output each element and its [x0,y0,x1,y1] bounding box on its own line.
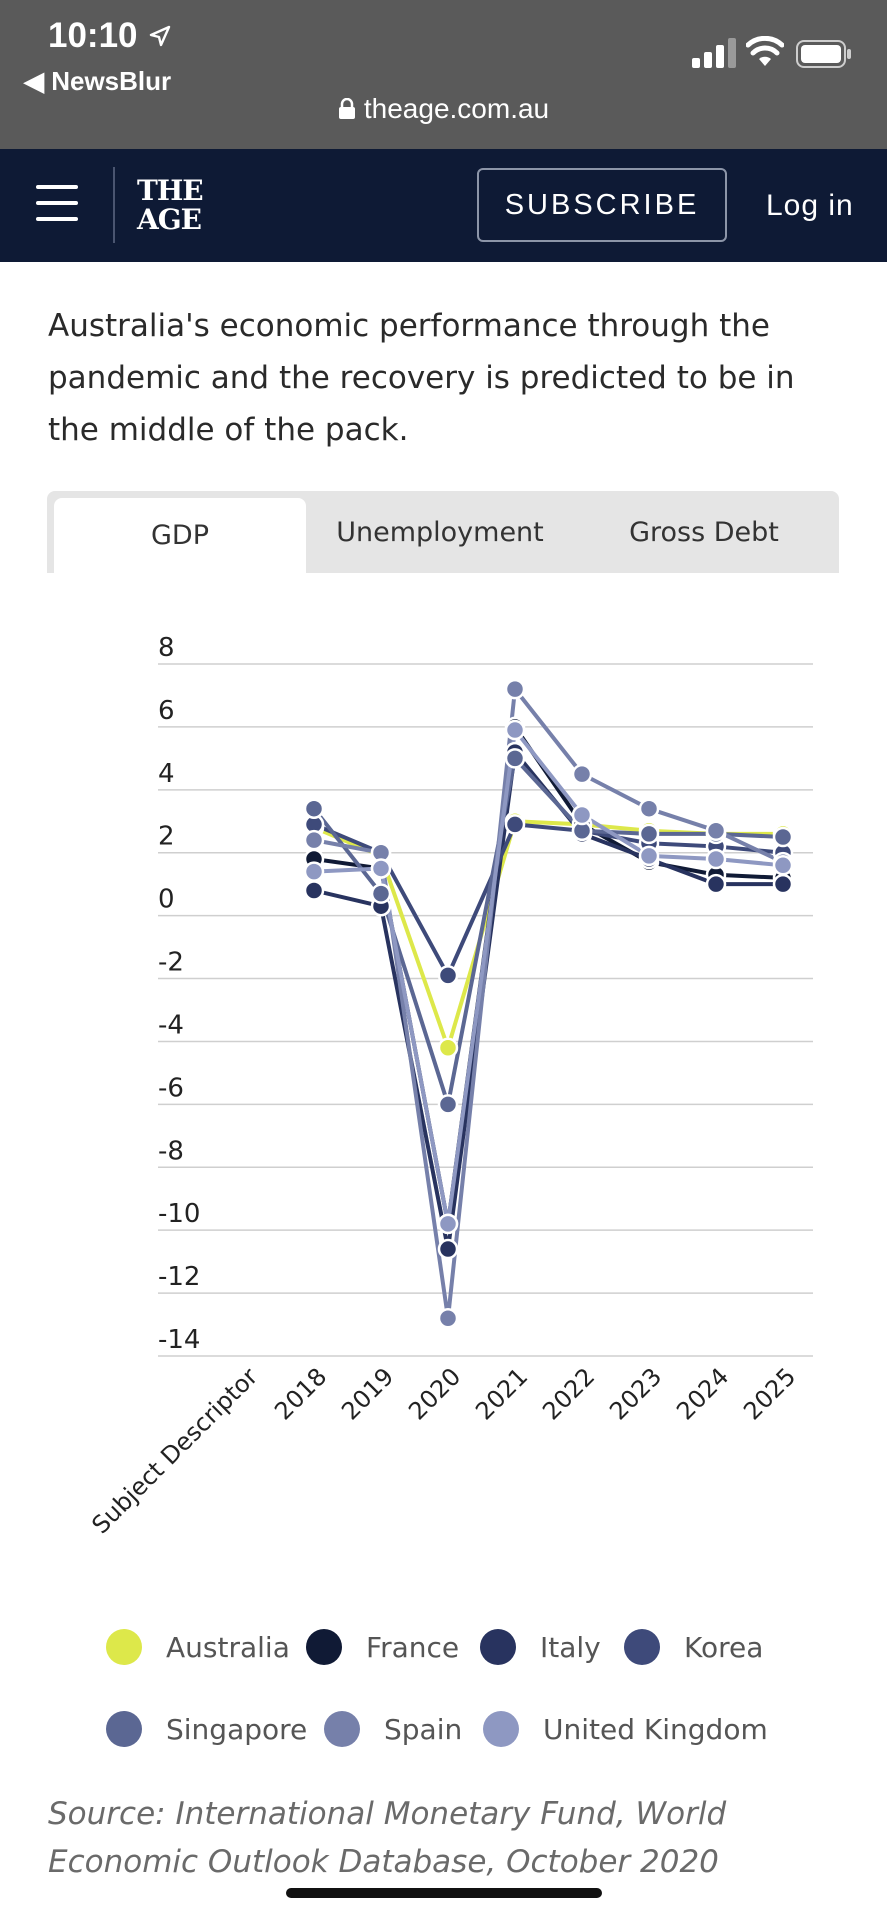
hamburger-menu-icon[interactable] [36,185,78,227]
legend-item-spain[interactable]: Spain [324,1709,462,1749]
legend-swatch [480,1629,516,1665]
source-note: Source: International Monetary Fund, Wor… [48,1796,727,1880]
tab-unemployment[interactable]: Unemployment [336,516,544,548]
data-point-united-kingdom [370,858,392,879]
series-line-united-kingdom [313,728,784,1226]
legend-item-korea[interactable]: Korea [624,1627,763,1667]
intro-paragraph: Australia's economic performance through… [48,308,795,448]
legend-label: Italy [540,1630,601,1664]
legend-item-australia[interactable]: Australia [106,1627,290,1667]
legend-label: France [366,1630,460,1664]
data-point-singapore [504,748,526,769]
x-tick-label: Subject Descriptor [86,1362,263,1539]
series-line-korea [313,822,784,978]
data-point-united-kingdom [504,719,526,741]
legend-swatch [324,1711,360,1747]
data-point-singapore [772,826,794,848]
legend-label: Singapore [166,1712,308,1746]
data-point-korea [504,814,526,835]
y-tick-label: -4 [158,1010,184,1040]
gdp-line-chart: 8 6 4 2 0 -2 -4 -6 -8 -10 -12 -14 Subject Descriptor… [86,633,813,1539]
legend-swatch [106,1629,142,1665]
legend-swatch [624,1629,660,1665]
data-point-spain [705,820,727,841]
cellular-signal-icon [692,38,736,68]
data-point-united-kingdom [303,861,325,882]
data-point-united-kingdom [437,1213,459,1235]
legend-label: Australia [166,1630,290,1664]
header-divider [113,167,115,243]
legend-item-united-kingdom[interactable]: United Kingdom [483,1709,768,1749]
back-to-app-link[interactable]: ◀ NewsBlur [24,66,172,96]
data-point-united-kingdom [571,804,593,826]
data-point-singapore [303,798,325,819]
y-tick-label: -12 [158,1262,200,1292]
login-link[interactable]: Log in [766,189,854,222]
site-header: THE AGE SUBSCRIBE Log in [0,149,887,262]
clock: 10:10 [48,16,138,55]
data-point-spain [303,829,325,851]
battery-icon [796,40,851,68]
tab-gross-debt[interactable]: Gross Debt [629,516,779,548]
y-tick-label: -14 [158,1325,200,1355]
home-indicator[interactable] [286,1888,602,1898]
y-tick-label: 8 [158,633,175,663]
y-tick-label: 6 [158,696,175,726]
x-tick-label: 2021 [470,1362,533,1425]
data-point-singapore [638,823,660,845]
legend-swatch [483,1711,519,1747]
subscribe-button[interactable]: SUBSCRIBE [477,168,727,242]
status-bar: 10:10 ◀ NewsBlur theage.com.au [0,0,887,149]
the-age-logo[interactable]: THE AGE [137,174,204,236]
location-arrow-icon [149,25,171,47]
data-point-united-kingdom [638,845,660,867]
data-point-italy [303,880,325,901]
wifi-icon [746,36,784,66]
y-tick-label: -2 [158,948,184,978]
legend-swatch [306,1629,342,1665]
legend-label: Korea [684,1630,764,1664]
logo-line-2: AGE [137,203,202,236]
lock-icon [338,97,355,119]
y-tick-label: 4 [158,759,175,789]
logo-line-1: THE [137,174,204,207]
x-tick-label: 2022 [537,1362,600,1425]
y-tick-label: -8 [158,1136,184,1166]
legend-label: Spain [384,1712,463,1746]
data-point-italy [705,873,727,895]
y-tick-label: -6 [158,1073,184,1103]
data-point-italy [437,1238,459,1260]
x-tick-label: 2020 [403,1362,466,1425]
legend-item-france[interactable]: France [306,1627,459,1667]
address-bar[interactable]: theage.com.au [0,93,887,125]
data-point-spain [437,1308,459,1329]
legend-label: United Kingdom [543,1712,768,1746]
data-point-italy [772,873,794,895]
data-point-korea [437,965,459,986]
y-tick-label: -10 [158,1199,200,1229]
series-line-france [313,724,784,1226]
tab-gdp[interactable]: GDP [54,498,306,573]
data-point-united-kingdom [705,848,727,870]
x-tick-label: 2023 [604,1362,667,1425]
x-tick-label: 2025 [738,1362,801,1425]
data-point-spain [638,798,660,819]
legend-item-italy[interactable]: Italy [480,1627,601,1667]
url-text: theage.com.au [363,93,550,124]
x-tick-label: 2024 [671,1362,734,1425]
data-point-australia [437,1037,459,1058]
data-point-spain [504,678,526,700]
chart-tabs: GDP Unemployment Gross Debt [47,491,839,573]
x-tick-label: 2019 [336,1362,399,1425]
y-tick-label: 2 [158,822,175,852]
legend-swatch [106,1711,142,1747]
legend-item-singapore[interactable]: Singapore [106,1709,307,1749]
data-point-spain [571,763,593,785]
y-tick-label: 0 [158,885,175,915]
data-point-united-kingdom [772,855,794,876]
series-line-spain [313,687,784,1321]
data-point-singapore [437,1094,459,1115]
data-point-singapore [370,883,392,904]
x-tick-label: 2018 [269,1362,332,1425]
